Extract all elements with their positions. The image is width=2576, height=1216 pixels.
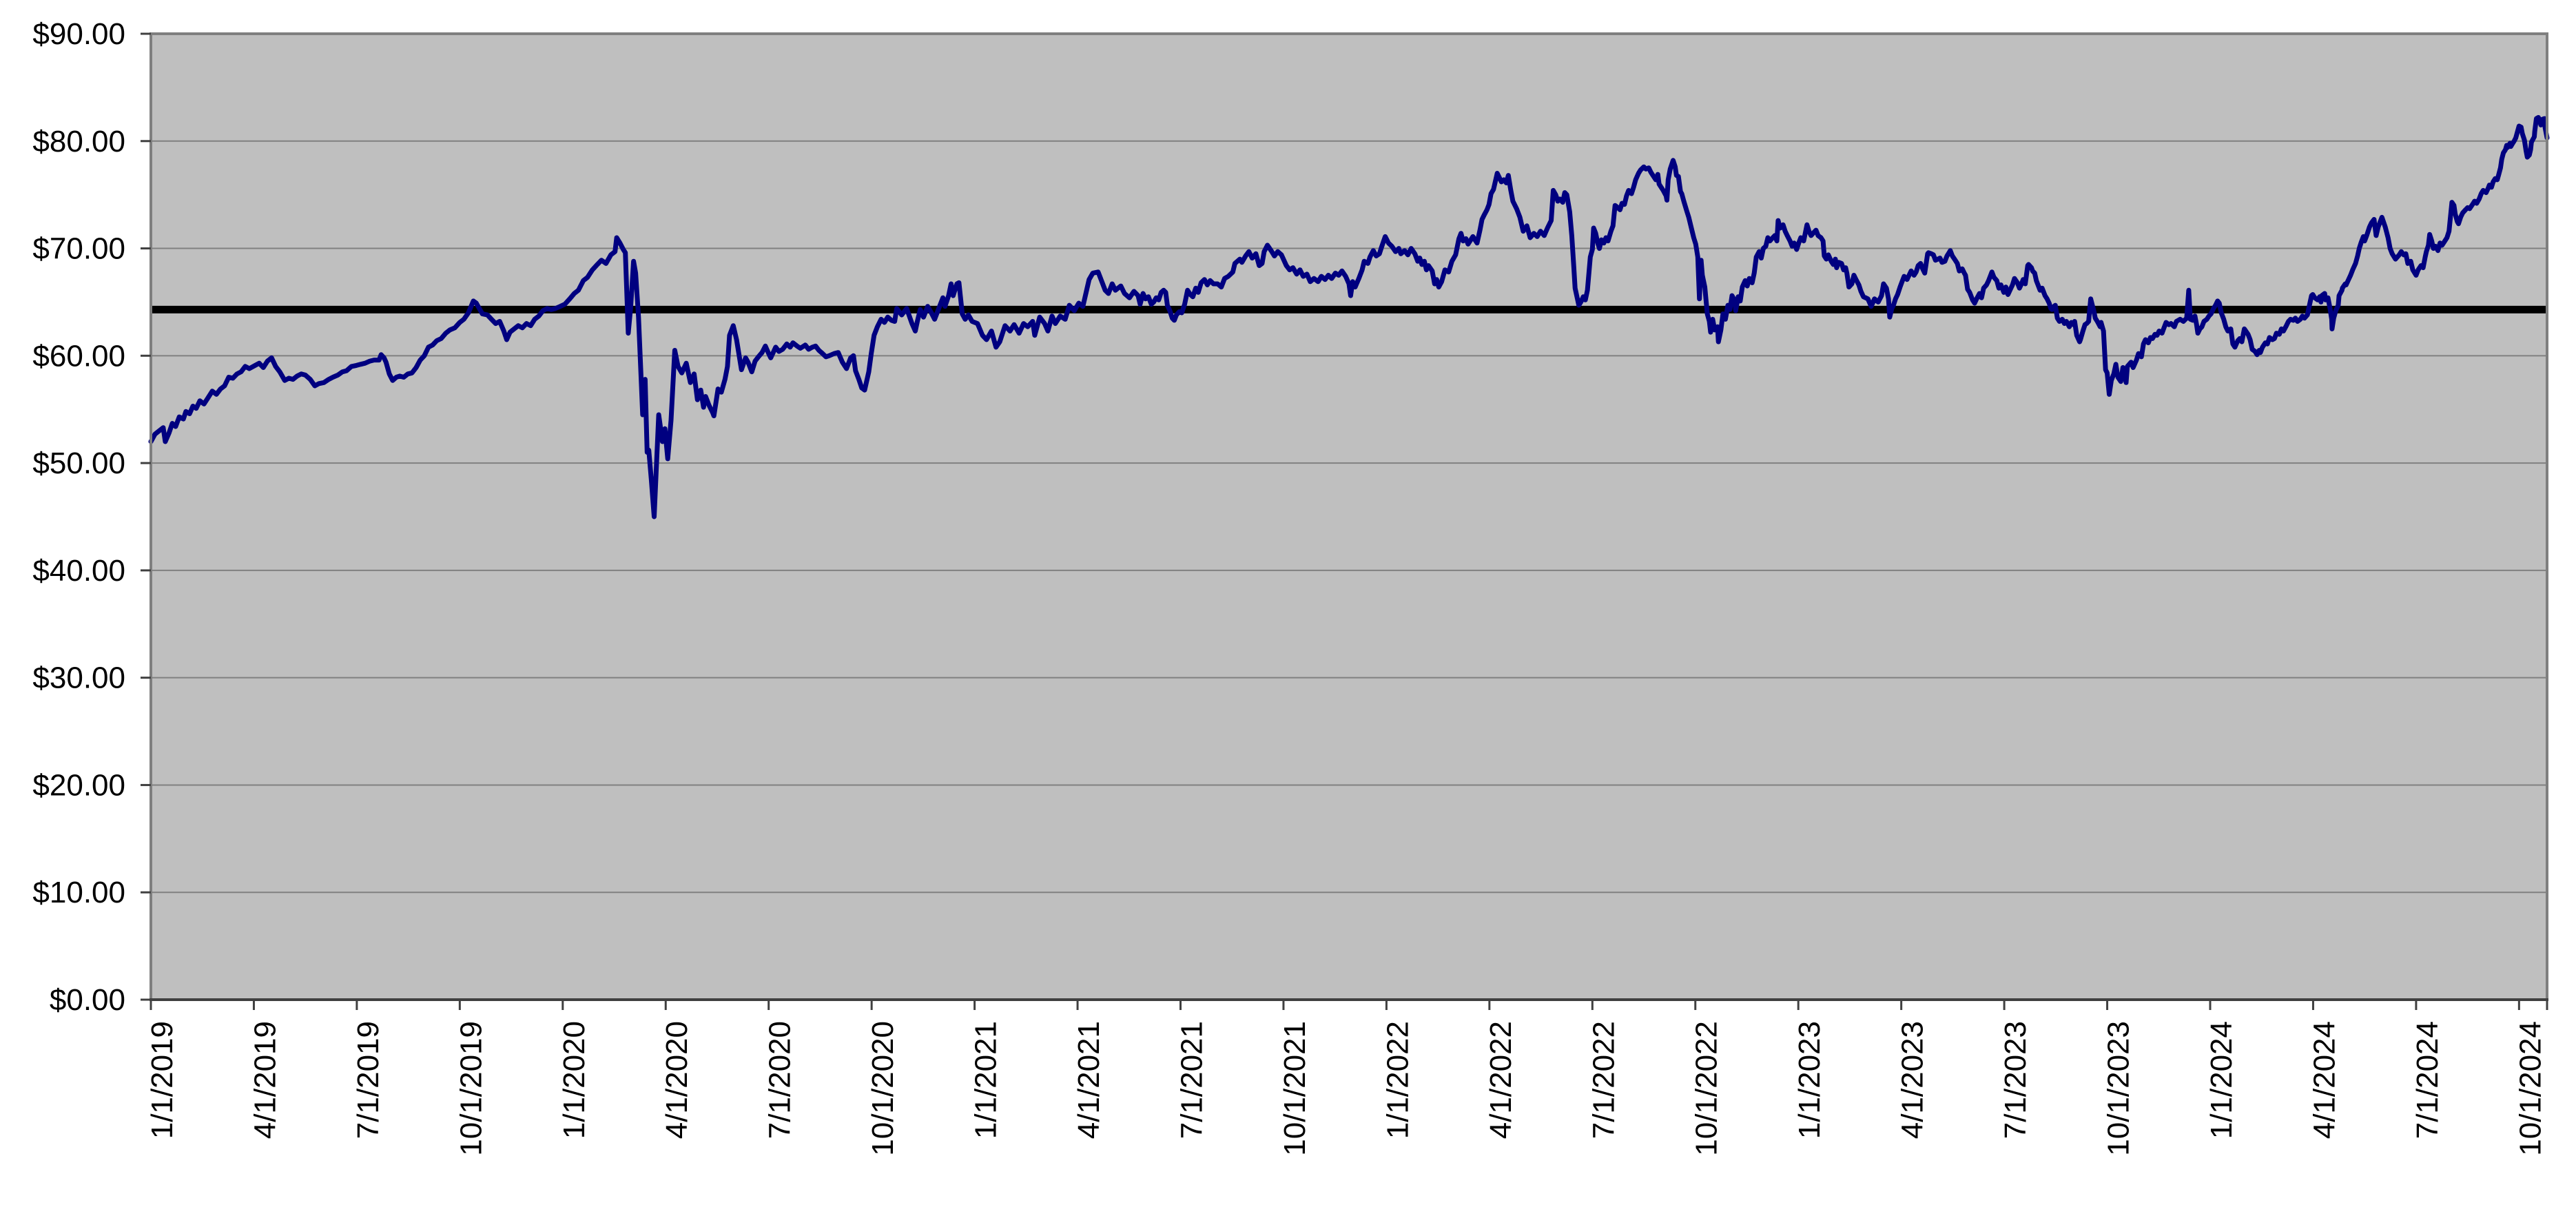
x-axis-label: 7/1/2020: [763, 1021, 797, 1139]
price-line: [148, 115, 2550, 519]
y-axis-label: $70.00: [32, 232, 125, 266]
y-axis-label: $90.00: [32, 17, 125, 51]
x-axis-label: 4/1/2020: [660, 1021, 694, 1139]
x-axis-label: 10/1/2020: [866, 1021, 900, 1156]
y-axis-label: $10.00: [32, 876, 125, 909]
x-axis-label: 7/1/2023: [1999, 1021, 2032, 1139]
x-axis-label: 10/1/2021: [1278, 1021, 1312, 1156]
x-axis-label: 7/1/2024: [2411, 1021, 2444, 1139]
x-axis-label: 1/1/2019: [145, 1021, 179, 1139]
y-axis-label: $80.00: [32, 125, 125, 158]
x-axis-label: 4/1/2022: [1484, 1021, 1518, 1139]
y-axis-label: $40.00: [32, 554, 125, 588]
x-axis-label: 7/1/2019: [351, 1021, 385, 1139]
x-axis-label: 10/1/2023: [2102, 1021, 2136, 1156]
y-axis-label: $60.00: [32, 339, 125, 373]
plot-area: [151, 34, 2547, 1000]
x-axis-label: 1/1/2021: [969, 1021, 1003, 1139]
y-axis-label: $50.00: [32, 446, 125, 480]
x-axis-label: 10/1/2019: [454, 1021, 488, 1156]
x-axis-label: 4/1/2019: [248, 1021, 282, 1139]
y-axis-label: $30.00: [32, 661, 125, 695]
y-axis-label: $20.00: [32, 768, 125, 802]
x-axis-label: 10/1/2024: [2513, 1021, 2547, 1156]
x-axis-label: 4/1/2023: [1896, 1021, 1930, 1139]
x-axis-label: 7/1/2022: [1587, 1021, 1620, 1139]
x-axis-label: 1/1/2023: [1793, 1021, 1826, 1139]
x-axis-label: 1/1/2024: [2205, 1021, 2238, 1139]
x-axis-label: 1/1/2020: [557, 1021, 591, 1139]
x-axis-label: 7/1/2021: [1175, 1021, 1208, 1139]
y-axis-label: $0.00: [50, 983, 125, 1017]
x-axis-label: 4/1/2024: [2307, 1021, 2341, 1139]
x-axis-label: 1/1/2022: [1381, 1021, 1414, 1139]
x-axis-label: 4/1/2021: [1072, 1021, 1106, 1139]
x-axis-label: 10/1/2022: [1690, 1021, 1724, 1156]
